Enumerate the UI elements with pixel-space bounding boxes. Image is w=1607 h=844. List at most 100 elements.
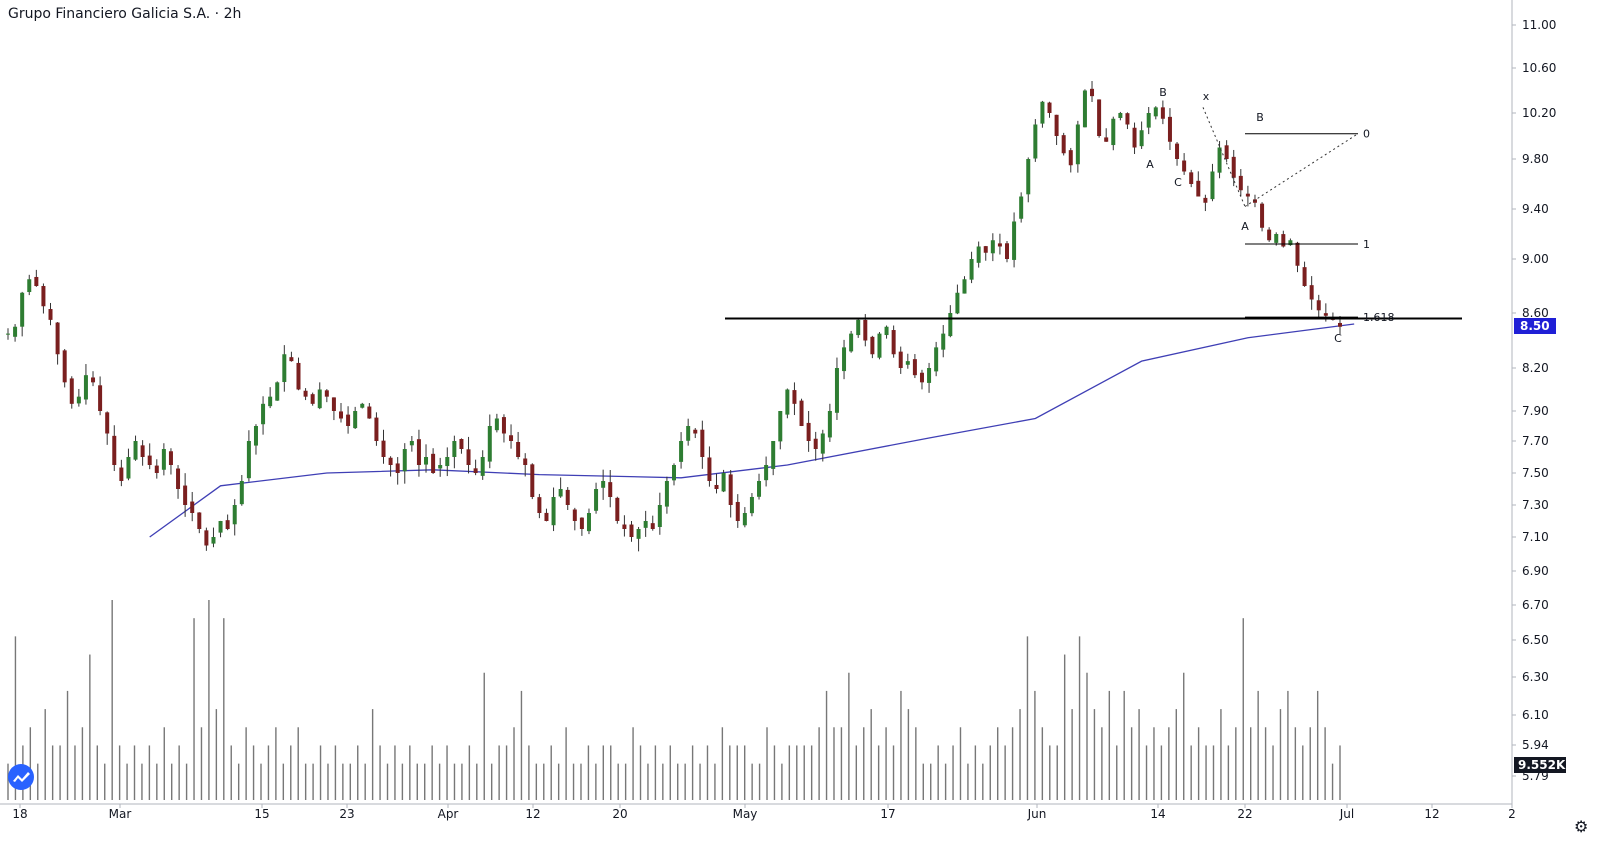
time-tick-label: Mar bbox=[109, 807, 132, 821]
candle-body bbox=[133, 441, 138, 460]
candle-body bbox=[1274, 234, 1279, 243]
volume-bar bbox=[275, 727, 277, 800]
candle-body bbox=[409, 441, 414, 446]
candle-body bbox=[608, 482, 613, 497]
candle-body bbox=[1090, 88, 1095, 97]
volume-bar bbox=[528, 745, 530, 800]
volume-bar bbox=[1101, 727, 1103, 800]
volume-bar bbox=[1227, 745, 1230, 800]
price-axis[interactable]: 11.00 10.60 10.20 9.80 9.40 9.00 8.60 8.20 7.90 7… bbox=[1512, 18, 1566, 783]
candle-body bbox=[55, 322, 60, 355]
candle-body bbox=[204, 530, 209, 546]
volume-bar bbox=[171, 763, 173, 800]
volume-bar bbox=[148, 745, 151, 800]
candle-body bbox=[1033, 124, 1038, 159]
candle-body bbox=[523, 458, 528, 465]
volume-bar bbox=[468, 745, 471, 800]
volume-bar bbox=[461, 763, 463, 800]
wave-label: A bbox=[1241, 220, 1249, 233]
candle-body bbox=[997, 243, 1002, 247]
candle-body bbox=[183, 485, 188, 505]
volume-bar bbox=[260, 763, 262, 800]
candle-body bbox=[778, 411, 783, 442]
volume-bar bbox=[498, 745, 500, 800]
candle-body bbox=[834, 368, 839, 413]
volume-bar bbox=[424, 763, 426, 800]
candle-body bbox=[898, 351, 903, 368]
price-tick-label: 8.60 bbox=[1522, 306, 1549, 320]
candle-body bbox=[374, 417, 379, 441]
candle-body bbox=[331, 397, 336, 411]
fib-level-label: 1.618 bbox=[1363, 311, 1395, 324]
volume-bar bbox=[714, 763, 716, 800]
candle-body bbox=[438, 465, 443, 469]
time-tick-label: 18 bbox=[12, 807, 27, 821]
candle-body bbox=[197, 512, 202, 529]
volume-bar bbox=[1212, 745, 1215, 800]
volume-bar bbox=[200, 727, 203, 800]
volume-bar bbox=[1093, 709, 1096, 800]
candle-body bbox=[742, 513, 747, 526]
candle-body bbox=[735, 501, 740, 521]
candle-body bbox=[1281, 234, 1286, 247]
gear-icon[interactable]: ⚙ bbox=[1574, 817, 1589, 836]
volume-bar bbox=[1049, 745, 1051, 800]
candle-body bbox=[473, 468, 478, 473]
candle-body bbox=[445, 457, 450, 467]
candle-body bbox=[62, 350, 67, 383]
candle-body bbox=[232, 505, 237, 525]
candle-body bbox=[69, 378, 74, 404]
volume-bar bbox=[1190, 745, 1192, 800]
candle-body bbox=[324, 390, 329, 397]
time-axis[interactable]: 18 Mar 15 23 Apr 12 20 May 17 Jun 14 22 Jul 12 2 bbox=[12, 804, 1516, 821]
volume-bar bbox=[319, 745, 322, 800]
fib-level-label: 0 bbox=[1363, 128, 1370, 141]
candle-body bbox=[544, 512, 549, 521]
candle-body bbox=[20, 292, 25, 327]
volume-bar bbox=[654, 745, 657, 800]
candle-body bbox=[1217, 147, 1222, 173]
volume-bar bbox=[89, 654, 91, 800]
candle-body bbox=[601, 481, 606, 488]
candle-body bbox=[353, 411, 358, 429]
candle-body bbox=[83, 375, 88, 400]
candle-body bbox=[1005, 243, 1009, 259]
volume-bar bbox=[1130, 727, 1133, 800]
tradingview-logo-icon[interactable] bbox=[8, 764, 34, 790]
candle-body bbox=[586, 513, 591, 532]
candle-body bbox=[154, 465, 159, 473]
candle-body bbox=[948, 313, 953, 337]
volume-bar bbox=[1086, 672, 1088, 800]
volume-bar bbox=[304, 763, 307, 800]
time-tick-label: 20 bbox=[612, 807, 627, 821]
candle-body bbox=[1082, 90, 1087, 128]
candle-body bbox=[381, 440, 386, 457]
volume-bar bbox=[438, 763, 441, 800]
time-tick-label: 23 bbox=[339, 807, 354, 821]
candle-body bbox=[310, 394, 315, 404]
price-tick-label: 10.60 bbox=[1522, 61, 1556, 75]
time-tick-label: 12 bbox=[1424, 807, 1439, 821]
candle-body bbox=[367, 406, 372, 419]
volume-bar bbox=[1026, 636, 1029, 800]
candle-body bbox=[827, 411, 832, 438]
time-tick-label: 12 bbox=[525, 807, 540, 821]
volume-bar bbox=[1197, 727, 1200, 800]
candle-body bbox=[856, 319, 861, 336]
price-tick-label: 6.90 bbox=[1522, 564, 1549, 578]
price-tick-label: 6.30 bbox=[1522, 670, 1549, 684]
volume-bar bbox=[773, 745, 776, 800]
current-price-label: 8.50 bbox=[1520, 319, 1550, 333]
candle-body bbox=[261, 403, 266, 425]
volume-bar bbox=[743, 745, 746, 800]
wave-label: B bbox=[1159, 86, 1167, 99]
candle-body bbox=[190, 501, 195, 513]
volume-bar bbox=[543, 763, 545, 800]
volume-bar bbox=[223, 618, 225, 800]
candle-body bbox=[870, 336, 875, 355]
price-tick-label: 7.90 bbox=[1522, 404, 1549, 418]
volume-bar bbox=[178, 745, 180, 800]
candle-body bbox=[1175, 143, 1180, 159]
volume-bar bbox=[729, 745, 731, 800]
